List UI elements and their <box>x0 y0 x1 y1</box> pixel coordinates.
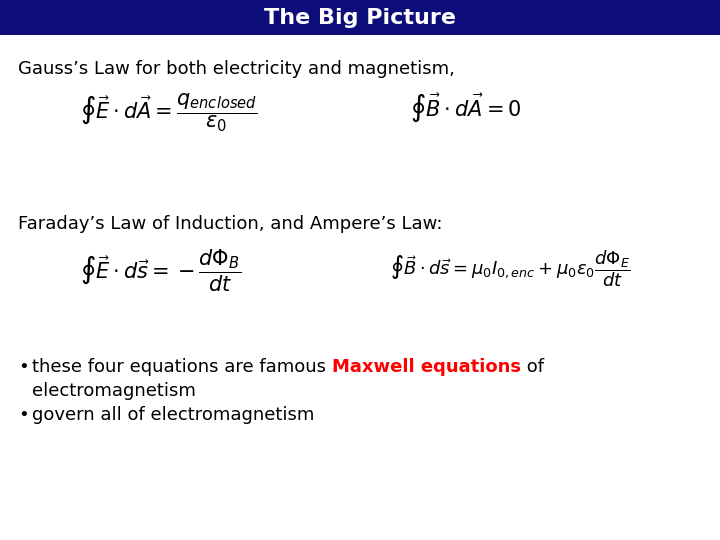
Text: $\oint \vec{B} \cdot d\vec{s} = \mu_0 I_{0,enc} + \mu_0 \varepsilon_0 \dfrac{d\P: $\oint \vec{B} \cdot d\vec{s} = \mu_0 I_… <box>390 248 631 289</box>
Text: Maxwell equations: Maxwell equations <box>332 358 521 376</box>
Text: Faraday’s Law of Induction, and Ampere’s Law:: Faraday’s Law of Induction, and Ampere’s… <box>18 215 443 233</box>
Text: The Big Picture: The Big Picture <box>264 8 456 28</box>
Text: of: of <box>521 358 544 376</box>
Bar <box>0 0 720 35</box>
Text: electromagnetism: electromagnetism <box>32 382 196 400</box>
Text: Gauss’s Law for both electricity and magnetism,: Gauss’s Law for both electricity and mag… <box>18 60 455 78</box>
Text: $\oint \vec{B} \cdot d\vec{A} = 0$: $\oint \vec{B} \cdot d\vec{A} = 0$ <box>410 92 521 124</box>
Text: $\oint \vec{E} \cdot d\vec{A} = \dfrac{q_{enclosed}}{\varepsilon_0}$: $\oint \vec{E} \cdot d\vec{A} = \dfrac{q… <box>80 92 258 134</box>
Text: $\oint \vec{E} \cdot d\vec{s} = -\dfrac{d\Phi_B}{dt}$: $\oint \vec{E} \cdot d\vec{s} = -\dfrac{… <box>80 248 241 294</box>
Text: govern all of electromagnetism: govern all of electromagnetism <box>32 406 315 424</box>
Text: •: • <box>18 406 29 424</box>
Text: these four equations are famous: these four equations are famous <box>32 358 332 376</box>
Text: •: • <box>18 358 29 376</box>
